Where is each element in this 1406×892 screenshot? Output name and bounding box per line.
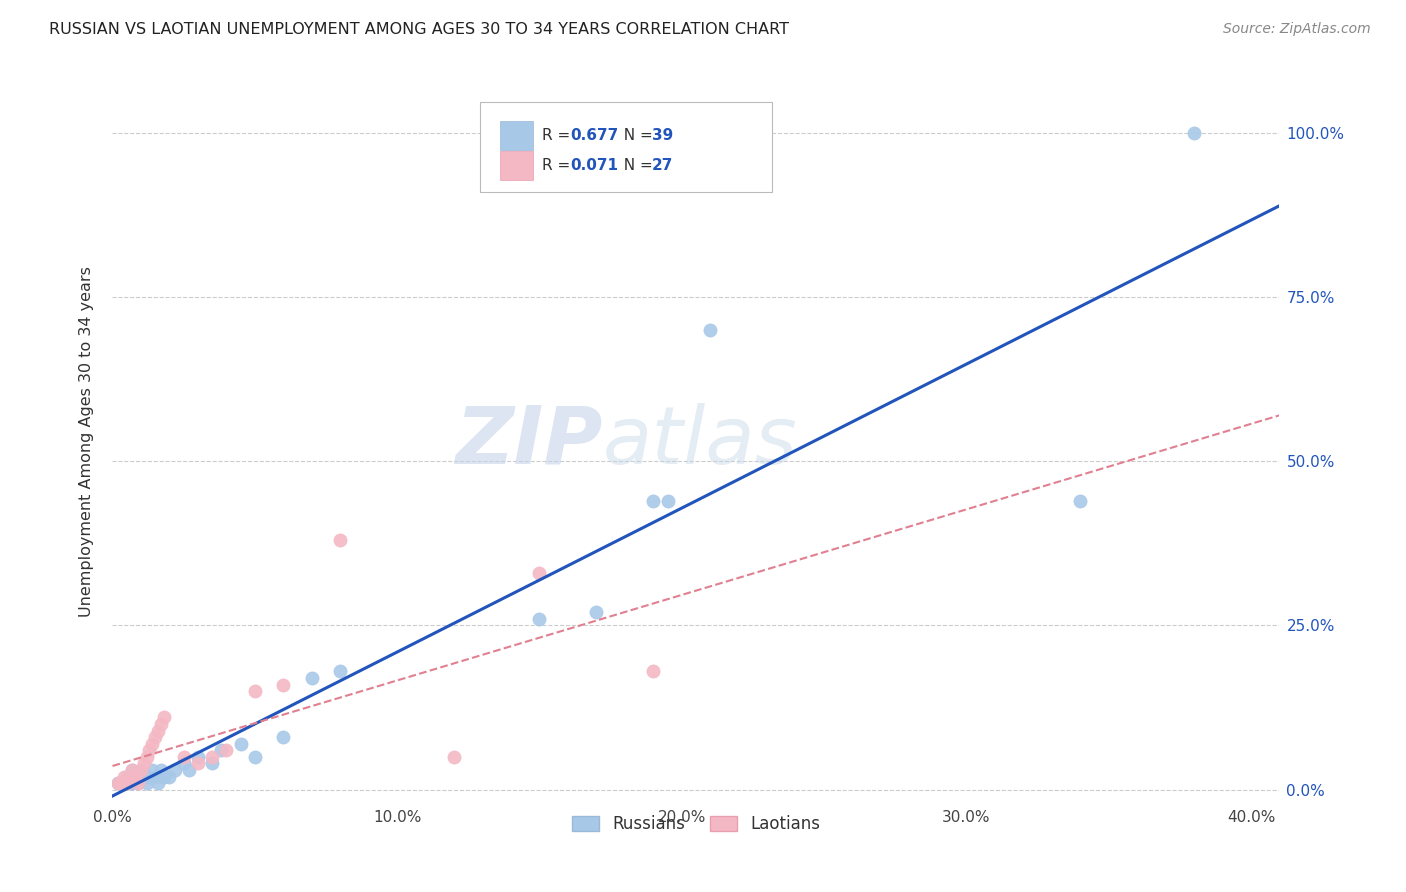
Point: [143, 730, 166, 744]
Point: [271, 677, 294, 691]
Point: [699, 323, 721, 337]
Point: [215, 743, 238, 757]
Point: [187, 749, 209, 764]
Point: [107, 776, 129, 790]
Point: [138, 770, 160, 784]
Text: 0.071: 0.071: [569, 158, 617, 173]
Point: [129, 763, 152, 777]
Point: [643, 493, 665, 508]
Point: [157, 770, 180, 784]
Point: [112, 770, 135, 784]
Text: 39: 39: [651, 128, 673, 143]
Point: [132, 770, 155, 784]
Point: [146, 723, 169, 738]
Point: [243, 749, 266, 764]
Text: RUSSIAN VS LAOTIAN UNEMPLOYMENT AMONG AGES 30 TO 34 YEARS CORRELATION CHART: RUSSIAN VS LAOTIAN UNEMPLOYMENT AMONG AG…: [49, 22, 789, 37]
Point: [141, 737, 163, 751]
Point: [165, 763, 187, 777]
Text: N =: N =: [614, 128, 658, 143]
Point: [152, 710, 174, 724]
Point: [585, 605, 607, 619]
Point: [643, 665, 665, 679]
Point: [201, 756, 224, 771]
Point: [118, 770, 141, 784]
Point: [124, 770, 146, 784]
Point: [173, 749, 195, 764]
Point: [1182, 126, 1205, 140]
Text: Source: ZipAtlas.com: Source: ZipAtlas.com: [1223, 22, 1371, 37]
Point: [121, 763, 143, 777]
FancyBboxPatch shape: [501, 151, 533, 180]
Text: ZIP: ZIP: [456, 402, 603, 481]
FancyBboxPatch shape: [479, 102, 772, 193]
Point: [329, 533, 352, 547]
Point: [115, 776, 138, 790]
Point: [229, 737, 252, 751]
Point: [301, 671, 323, 685]
Point: [143, 770, 166, 784]
Point: [124, 770, 146, 784]
FancyBboxPatch shape: [501, 120, 533, 150]
Point: [329, 665, 352, 679]
Point: [129, 763, 152, 777]
Point: [443, 749, 465, 764]
Point: [187, 756, 209, 771]
Point: [118, 776, 141, 790]
Point: [243, 684, 266, 698]
Point: [138, 743, 160, 757]
Point: [118, 770, 141, 784]
Text: 0.677: 0.677: [569, 128, 619, 143]
Text: R =: R =: [541, 158, 575, 173]
Point: [529, 566, 551, 580]
Text: R =: R =: [541, 128, 575, 143]
Point: [110, 776, 132, 790]
Point: [152, 770, 174, 784]
Point: [135, 776, 157, 790]
Point: [201, 749, 224, 764]
Point: [209, 743, 232, 757]
Point: [132, 756, 155, 771]
Point: [110, 776, 132, 790]
Point: [107, 776, 129, 790]
Point: [127, 776, 149, 790]
Point: [141, 763, 163, 777]
Point: [529, 612, 551, 626]
Text: 27: 27: [651, 158, 673, 173]
Point: [135, 749, 157, 764]
Point: [149, 763, 172, 777]
Point: [149, 717, 172, 731]
Point: [129, 770, 152, 784]
Point: [121, 763, 143, 777]
Text: atlas: atlas: [603, 402, 797, 481]
Point: [271, 730, 294, 744]
Point: [121, 776, 143, 790]
Point: [173, 756, 195, 771]
Legend: Russians, Laotians: Russians, Laotians: [564, 806, 828, 841]
Point: [146, 776, 169, 790]
Point: [112, 776, 135, 790]
Point: [657, 493, 679, 508]
Point: [179, 763, 201, 777]
Point: [127, 776, 149, 790]
Point: [115, 770, 138, 784]
Text: N =: N =: [614, 158, 658, 173]
Point: [1069, 493, 1091, 508]
Y-axis label: Unemployment Among Ages 30 to 34 years: Unemployment Among Ages 30 to 34 years: [79, 266, 94, 617]
